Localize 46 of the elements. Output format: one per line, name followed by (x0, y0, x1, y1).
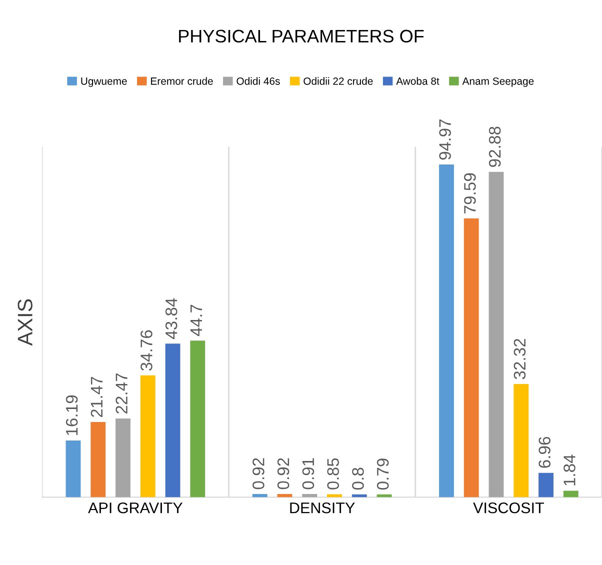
bar (439, 164, 454, 498)
legend-label: Eremor crude (151, 77, 213, 85)
data-label: 94.97 (439, 119, 451, 160)
data-label: 0.91 (302, 458, 314, 490)
data-label: 0.92 (277, 458, 290, 490)
bar (538, 472, 554, 498)
bar (165, 344, 180, 498)
data-label: 0.92 (252, 458, 264, 490)
legend-label: Ugwueme (81, 78, 127, 87)
data-label: 44.7 (190, 304, 202, 336)
x-tick-label: DENSITY (290, 502, 355, 514)
bar (140, 375, 156, 498)
bar (190, 340, 206, 498)
data-label: 1.84 (564, 454, 576, 486)
bar (563, 490, 578, 498)
y-axis-title: AXIS (18, 299, 32, 346)
bar (302, 494, 318, 498)
legend-label: Awoba 8t (396, 77, 440, 85)
data-label: 0.85 (327, 458, 339, 490)
bar (90, 422, 106, 498)
bar (66, 440, 81, 498)
data-label: 16.19 (66, 395, 78, 436)
data-label: 6.96 (538, 436, 550, 468)
legend-label: Odidii 22 crude (304, 77, 373, 85)
bar (252, 494, 268, 498)
data-label: 21.47 (90, 376, 102, 417)
bar (116, 418, 130, 498)
bar (514, 384, 529, 498)
data-label: 22.47 (116, 373, 128, 414)
data-label: 32.32 (514, 338, 526, 380)
bar (277, 494, 292, 498)
bar (352, 494, 367, 498)
bar (488, 172, 504, 498)
data-label: 0.8 (352, 468, 364, 490)
x-tick-label: VISCOSIT (473, 502, 544, 514)
data-label: 34.76 (140, 330, 152, 371)
legend-label: Anam Seepage (462, 77, 534, 87)
bar (327, 494, 342, 498)
x-tick-label: API GRAVITY (88, 502, 183, 514)
data-label: 43.84 (165, 298, 178, 340)
data-label: 79.59 (464, 173, 476, 214)
data-label: 92.88 (488, 126, 501, 167)
data-label: 0.79 (376, 458, 389, 490)
bar (464, 218, 479, 498)
legend-label: Odidi 46s (236, 77, 280, 85)
chart-title: PHYSICAL PARAMETERS OF (179, 30, 424, 43)
